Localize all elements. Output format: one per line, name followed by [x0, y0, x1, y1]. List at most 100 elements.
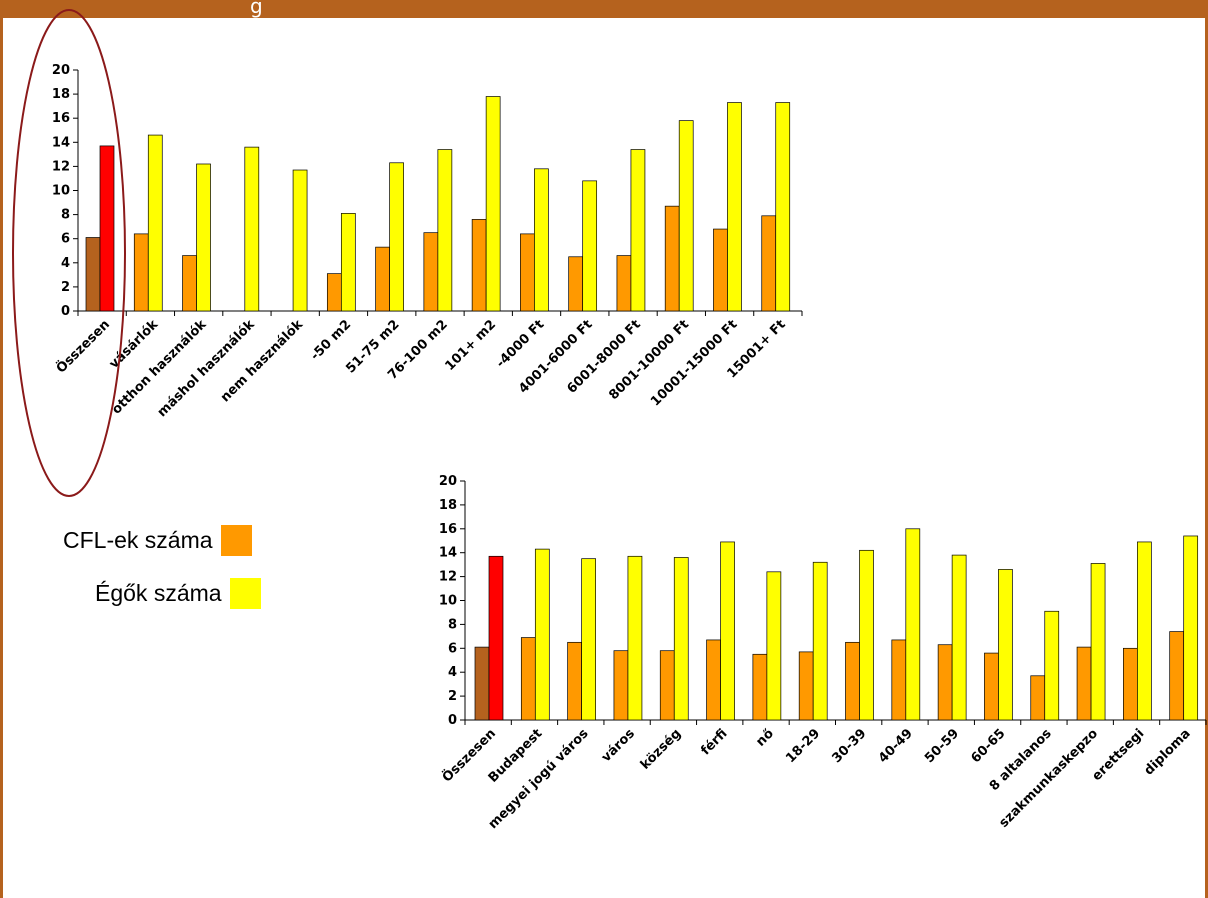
- bar-bulbs: [534, 548, 550, 721]
- category-label: Összesen: [53, 317, 113, 377]
- category-label: otthon használók: [109, 317, 209, 417]
- title-bar: g: [0, 0, 1208, 18]
- bar-bulbs: [951, 554, 967, 721]
- highlight-ellipse: [12, 9, 126, 497]
- bar-bulbs: [766, 571, 782, 721]
- y-tick-label: 0: [61, 304, 70, 319]
- category-label: 10001-15000 Ft: [648, 317, 740, 409]
- bar-cfl: [664, 205, 680, 312]
- category-label: -50 m2: [308, 317, 354, 363]
- legend-swatch-cfl: [220, 525, 252, 556]
- category-label: máshol használók: [155, 317, 258, 420]
- category-label: nem használók: [218, 317, 306, 405]
- category-label: város: [599, 726, 638, 765]
- bar-cfl: [133, 233, 149, 312]
- bar-cfl: [984, 652, 999, 721]
- left-frame-border: [0, 18, 3, 898]
- bar-cfl: [326, 273, 342, 312]
- y-tick-label: 14: [439, 546, 457, 561]
- bar-bulbs: [292, 169, 308, 312]
- category-label: férfi: [698, 726, 730, 758]
- bar-cfl: [471, 219, 487, 312]
- y-tick-label: 12: [439, 570, 457, 585]
- bar-cfl: [616, 255, 632, 312]
- bar-bulbs: [720, 541, 735, 721]
- right-frame-border: [1205, 18, 1208, 898]
- chart-segments-2: 02468101214161820ÖsszesenBudapestmegyei …: [439, 474, 1207, 832]
- bar-bulbs: [905, 528, 921, 721]
- chart-segments-1: 02468101214161820Összesenvásárlókotthon …: [52, 63, 803, 420]
- bar-cfl: [1169, 631, 1185, 721]
- bar-cfl: [937, 644, 953, 721]
- bar-bulbs: [437, 149, 453, 312]
- bar-cfl: [1076, 646, 1092, 721]
- category-label: nő: [753, 726, 777, 750]
- legend-swatch-bulbs: [229, 578, 261, 609]
- slide-title: g: [250, 0, 263, 18]
- category-label: 40-49: [876, 726, 916, 766]
- y-tick-label: 20: [52, 63, 70, 78]
- bar-cfl: [1123, 647, 1138, 721]
- bar-bulbs: [859, 549, 874, 721]
- bar-cfl: [567, 641, 582, 721]
- bar-bulbs: [727, 102, 742, 312]
- bar-bulbs: [775, 102, 791, 312]
- bar-bulbs: [485, 96, 501, 312]
- bar-cfl: [520, 233, 535, 312]
- y-tick-label: 16: [439, 522, 457, 537]
- bar-cfl: [1030, 675, 1046, 721]
- bar-bulbs: [678, 120, 694, 312]
- y-tick-label: 20: [439, 474, 457, 489]
- bar-bulbs: [340, 213, 356, 312]
- bar-cfl: [474, 646, 490, 721]
- bar-cfl: [423, 232, 439, 312]
- bar-bulbs: [1090, 563, 1106, 721]
- bar-bulbs: [812, 561, 828, 721]
- y-tick-label: 16: [52, 111, 70, 126]
- category-label: 60-65: [968, 726, 1008, 766]
- bar-cfl: [706, 639, 721, 721]
- bar-cfl: [613, 650, 629, 721]
- bar-bulbs: [1137, 541, 1152, 721]
- bar-cfl: [713, 228, 728, 312]
- y-tick-label: 10: [439, 594, 457, 609]
- category-label: diploma: [1142, 726, 1194, 778]
- bar-cfl: [375, 246, 390, 312]
- bar-bulbs: [582, 180, 598, 312]
- bar-cfl: [520, 637, 536, 721]
- bar-bulbs: [196, 163, 211, 312]
- bar-cfl: [845, 641, 860, 721]
- y-tick-label: 6: [61, 232, 70, 247]
- bar-cfl: [182, 255, 197, 312]
- y-tick-label: 2: [448, 689, 457, 704]
- legend-item-cfl: CFL-ek száma: [63, 525, 252, 556]
- bar-cfl: [891, 639, 907, 721]
- bar-bulbs: [244, 146, 260, 312]
- bar-bulbs: [1183, 535, 1199, 721]
- y-tick-label: 6: [448, 641, 457, 656]
- y-tick-label: 2: [61, 280, 70, 295]
- y-tick-label: 8: [448, 617, 457, 632]
- bar-bulbs: [673, 557, 689, 721]
- bar-bulbs: [998, 569, 1013, 721]
- category-label: község: [638, 726, 684, 772]
- y-tick-label: 4: [448, 665, 457, 680]
- bar-bulbs: [1044, 610, 1060, 721]
- bar-bulbs: [534, 168, 549, 312]
- y-tick-label: 14: [52, 135, 70, 150]
- legend-label-cfl: CFL-ek száma: [63, 527, 213, 553]
- bar-bulbs: [488, 555, 504, 721]
- y-tick-label: 10: [52, 184, 70, 199]
- category-label: 50-59: [922, 726, 962, 766]
- bar-bulbs: [581, 558, 596, 721]
- y-tick-label: 8: [61, 208, 70, 223]
- bar-bulbs: [99, 145, 115, 312]
- bar-cfl: [85, 237, 101, 312]
- bar-cfl: [798, 651, 814, 721]
- category-label: 101+ m2: [442, 317, 499, 374]
- y-tick-label: 18: [52, 87, 70, 102]
- y-tick-label: 4: [61, 256, 70, 271]
- legend-label-bulbs: Égők száma: [95, 580, 222, 606]
- bar-cfl: [568, 256, 584, 312]
